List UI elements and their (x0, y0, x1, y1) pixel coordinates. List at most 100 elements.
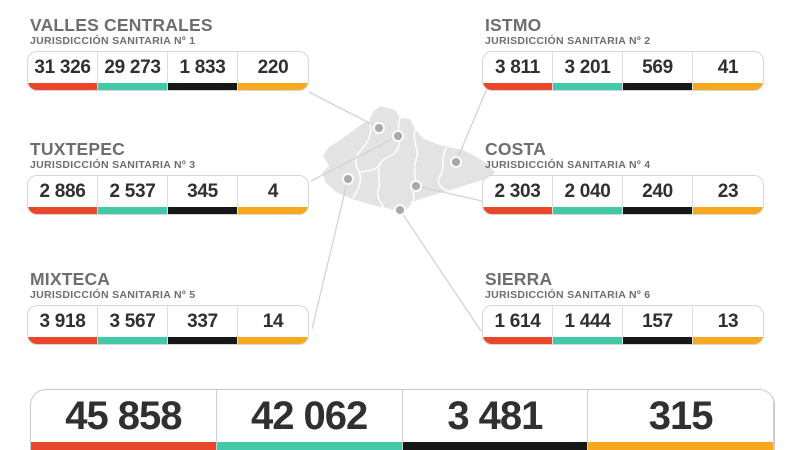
yellow-underline (693, 337, 763, 344)
stat-cell: 1 444 (553, 306, 623, 344)
stat-value: 4 (267, 180, 279, 202)
region-stats-card: 2 886 2 537 345 4 (27, 175, 309, 215)
yellow-underline (693, 83, 763, 90)
stat-cell: 2 303 (483, 176, 553, 214)
stat-value: 2 537 (109, 180, 156, 202)
stat-cell: 2 537 (98, 176, 168, 214)
region-valles-centrales: VALLES CENTRALES JURISDICCIÓN SANITARIA … (27, 16, 309, 91)
region-subtitle: JURISDICCIÓN SANITARIA Nº 1 (30, 35, 196, 47)
total-cell: 45 858 (31, 390, 217, 450)
stat-cell: 157 (623, 306, 693, 344)
yellow-underline (238, 337, 308, 344)
stat-cell: 3 811 (483, 52, 553, 90)
stat-value: 569 (642, 56, 673, 78)
stat-cell: 220 (238, 52, 308, 90)
stat-cell: 23 (693, 176, 763, 214)
stat-value: 3 201 (564, 56, 611, 78)
stat-value: 157 (642, 310, 673, 332)
yellow-underline (693, 207, 763, 214)
stat-value: 337 (187, 310, 218, 332)
stat-cell: 3 918 (28, 306, 98, 344)
red-underline (28, 337, 97, 344)
region-title: COSTA (485, 139, 546, 159)
stat-cell: 1 833 (168, 52, 238, 90)
region-tuxtepec: TUXTEPEC JURISDICCIÓN SANITARIA Nº 3 2 8… (27, 140, 309, 215)
region-stats-card: 2 303 2 040 240 23 (482, 175, 764, 215)
connector-line-sierra (399, 209, 482, 332)
region-stats-card: 1 614 1 444 157 13 (482, 305, 764, 345)
stat-value: 240 (642, 180, 673, 202)
black-underline (168, 207, 237, 214)
black-underline (168, 337, 237, 344)
oaxaca-map-silhouette (322, 106, 495, 214)
stat-value: 345 (187, 180, 218, 202)
totals-bar: 45 858 42 062 3 481 315 (30, 389, 775, 450)
region-subtitle: JURISDICCIÓN SANITARIA Nº 3 (30, 159, 196, 171)
red-underline (483, 337, 552, 344)
stat-value: 2 886 (39, 180, 86, 202)
red-underline (28, 207, 97, 214)
stat-cell: 4 (238, 176, 308, 214)
region-subtitle: JURISDICCIÓN SANITARIA Nº 4 (485, 159, 651, 171)
black-underline (623, 207, 692, 214)
region-stats-card: 3 918 3 567 337 14 (27, 305, 309, 345)
region-costa: COSTA JURISDICCIÓN SANITARIA Nº 4 2 303 … (482, 140, 764, 215)
stat-value: 1 444 (564, 310, 611, 332)
stat-cell: 569 (623, 52, 693, 90)
stat-cell: 3 567 (98, 306, 168, 344)
black-underline (402, 442, 588, 450)
red-underline (483, 207, 552, 214)
region-subtitle: JURISDICCIÓN SANITARIA Nº 2 (485, 35, 651, 47)
stat-cell: 41 (693, 52, 763, 90)
region-istmo: ISTMO JURISDICCIÓN SANITARIA Nº 2 3 811 … (482, 16, 764, 91)
region-title: TUXTEPEC (30, 139, 125, 159)
total-value: 45 858 (65, 393, 182, 438)
total-value: 42 062 (250, 393, 368, 438)
stat-value: 1 833 (179, 56, 226, 78)
jurisdiction-boundary-line (411, 128, 418, 203)
black-underline (168, 83, 237, 90)
total-value: 315 (648, 393, 714, 438)
teal-underline (98, 83, 167, 90)
teal-underline (553, 337, 622, 344)
total-cell: 315 (588, 390, 774, 450)
stat-value: 3 918 (39, 310, 86, 332)
stat-value: 14 (262, 310, 284, 332)
stat-value: 220 (257, 56, 289, 78)
region-stats-card: 3 811 3 201 569 41 (482, 51, 764, 91)
stat-value: 31 326 (34, 56, 91, 78)
red-underline (31, 442, 216, 450)
stat-value: 1 614 (494, 310, 541, 332)
teal-underline (553, 207, 622, 214)
region-mixteca: MIXTECA JURISDICCIÓN SANITARIA Nº 5 3 91… (27, 270, 309, 345)
teal-underline (98, 337, 167, 344)
stat-cell: 29 273 (98, 52, 168, 90)
red-underline (483, 83, 552, 90)
yellow-underline (238, 207, 308, 214)
region-sierra: SIERRA JURISDICCIÓN SANITARIA Nº 6 1 614… (482, 270, 764, 345)
stat-value: 13 (717, 310, 739, 332)
stat-cell: 240 (623, 176, 693, 214)
region-title: VALLES CENTRALES (30, 15, 213, 35)
stat-value: 41 (717, 56, 739, 78)
stat-cell: 14 (238, 306, 308, 344)
teal-underline (216, 442, 402, 450)
stat-value: 3 811 (495, 56, 540, 78)
stat-value: 3 567 (109, 310, 156, 332)
stat-value: 2 303 (494, 180, 541, 202)
total-value: 3 481 (447, 393, 543, 438)
region-title: MIXTECA (30, 269, 111, 289)
stat-cell: 3 201 (553, 52, 623, 90)
stat-cell: 31 326 (28, 52, 98, 90)
oaxaca-state-map (322, 106, 495, 214)
region-subtitle: JURISDICCIÓN SANITARIA Nº 6 (485, 289, 651, 301)
region-stats-card: 31 326 29 273 1 833 220 (27, 51, 309, 91)
total-cell: 3 481 (402, 390, 589, 450)
black-underline (623, 83, 692, 90)
stat-value: 29 273 (104, 56, 161, 78)
region-title: ISTMO (485, 15, 542, 35)
black-underline (623, 337, 692, 344)
stat-cell: 345 (168, 176, 238, 214)
yellow-underline (238, 83, 308, 90)
